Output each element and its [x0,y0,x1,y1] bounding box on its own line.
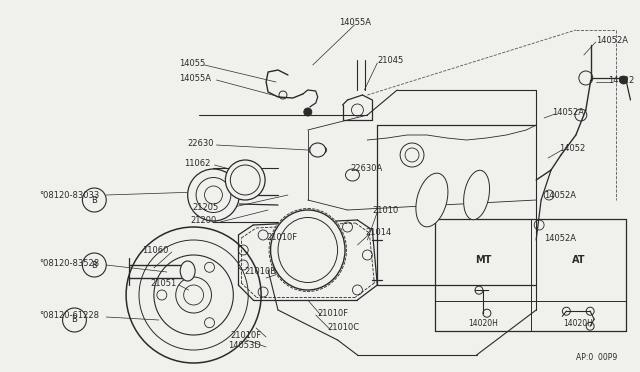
Text: 21010F: 21010F [230,330,261,340]
Text: 21010: 21010 [372,205,399,215]
Text: 14052A: 14052A [596,35,628,45]
Ellipse shape [225,160,265,200]
Ellipse shape [180,261,195,281]
Text: 21200: 21200 [190,215,216,224]
Ellipse shape [346,169,360,181]
Ellipse shape [230,165,260,195]
Text: 14052A: 14052A [552,108,584,116]
Text: 14020H: 14020H [563,318,593,328]
Text: AP:0  00P9: AP:0 00P9 [576,353,617,362]
Ellipse shape [188,169,239,221]
Text: 14052A: 14052A [544,190,576,199]
Text: B: B [92,260,97,269]
Text: 14055: 14055 [179,58,205,67]
Text: 21205: 21205 [192,202,218,212]
Text: 14053D: 14053D [228,340,261,350]
Ellipse shape [205,186,223,204]
Text: 14020H: 14020H [468,318,498,328]
Text: 11060: 11060 [143,246,169,254]
Text: °08120-61228: °08120-61228 [40,311,100,320]
Text: B: B [72,315,77,324]
Ellipse shape [278,218,337,282]
Text: MT: MT [475,256,491,265]
Text: 22630: 22630 [187,138,214,148]
Text: B: B [92,196,97,205]
Text: °08120-83528: °08120-83528 [40,259,100,267]
Text: 14055A: 14055A [179,74,211,83]
Circle shape [620,76,627,84]
Ellipse shape [269,208,346,292]
Text: 14055A: 14055A [339,17,371,26]
Text: °08120-83033: °08120-83033 [40,190,100,199]
Text: 14052A: 14052A [544,234,576,243]
Text: 21010F: 21010F [267,232,298,241]
Text: 21045: 21045 [378,55,404,64]
Text: 14052: 14052 [559,144,585,153]
Ellipse shape [416,173,448,227]
Text: 21010C: 21010C [328,324,360,333]
Text: 21010F: 21010F [317,308,349,317]
Text: 22630A: 22630A [351,164,383,173]
Ellipse shape [271,210,345,290]
Text: 14022: 14022 [607,76,634,84]
Text: 11062: 11062 [184,158,211,167]
Ellipse shape [196,177,231,212]
Ellipse shape [310,143,326,157]
Text: AT: AT [572,256,585,265]
Text: 21014: 21014 [365,228,392,237]
Text: 21051: 21051 [150,279,177,288]
Circle shape [304,108,312,116]
Ellipse shape [463,170,490,220]
Text: 21010B: 21010B [244,267,276,276]
